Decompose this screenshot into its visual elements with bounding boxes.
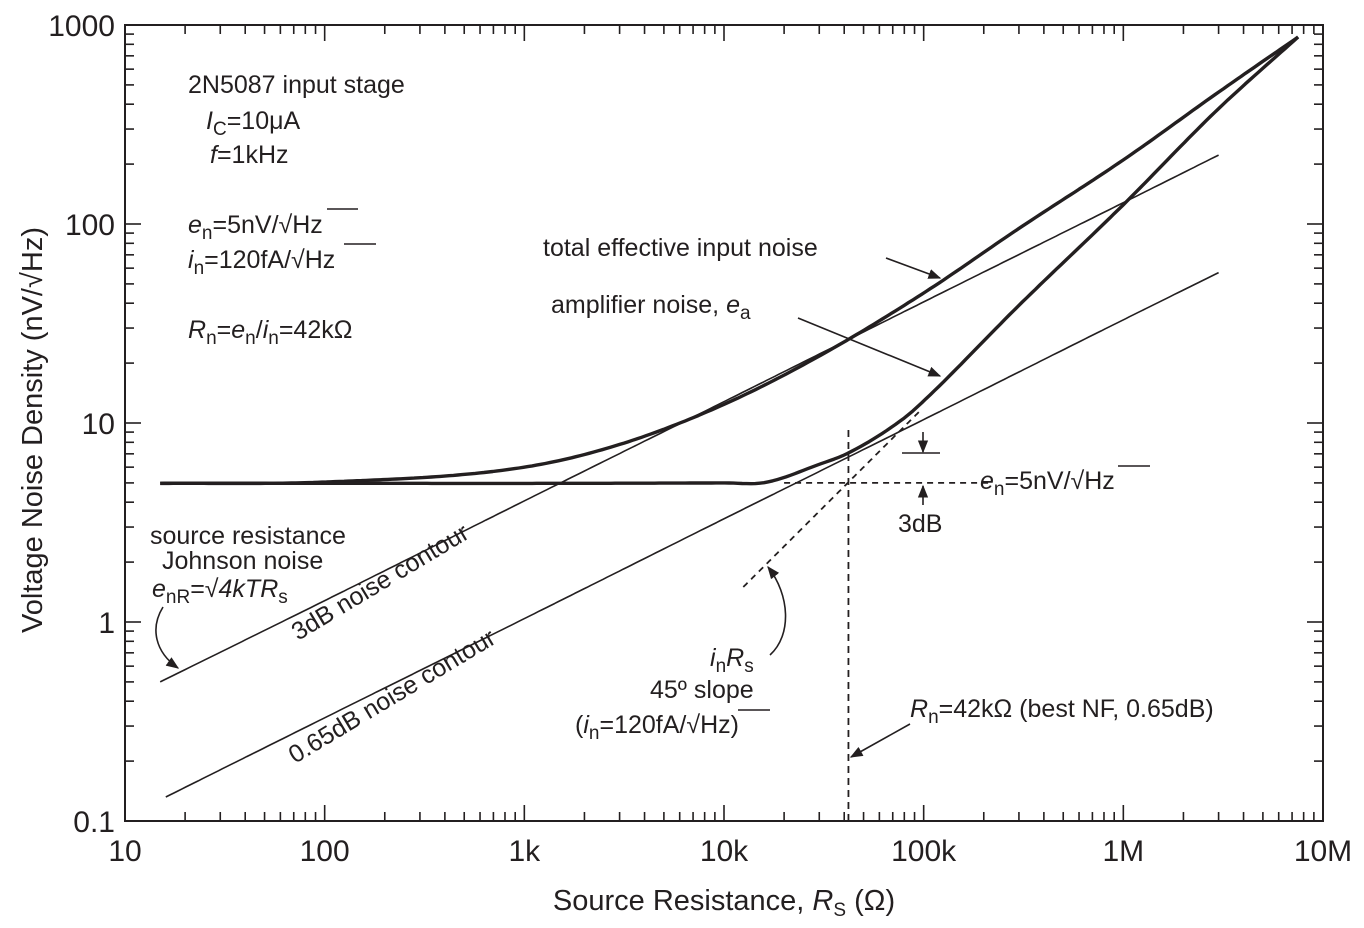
y-tick-label: 0.1 [73, 806, 115, 839]
series-group [159, 35, 1300, 821]
arrow-total [885, 257, 942, 279]
series-source-resistance-johnson-noise [159, 154, 1219, 683]
y-tick-label: 1000 [48, 10, 115, 43]
setup-device: 2N5087 input stage [188, 71, 405, 99]
axis-tick-labels: 10 100 1k 10k 100k 1M 10M 0.1 1 10 100 1000 [48, 10, 1352, 868]
rn-note: Rn=en/in=42kΩ [188, 316, 352, 349]
x-tick-label: 10k [700, 835, 749, 868]
johnson-line2: Johnson noise [162, 547, 323, 575]
y-axis-label: Voltage Noise Density (nV/√Hz) [17, 227, 49, 633]
series-total-effective-input-noise [160, 35, 1300, 486]
inrs-line1: inRs [710, 644, 754, 677]
x-tick-label: 10M [1294, 835, 1352, 868]
inrs-line3: (in=120fA/√Hz) [575, 711, 739, 744]
total-noise-label: total effective input noise [543, 234, 818, 262]
arrow-amp [797, 317, 942, 377]
arrow-inrs [767, 565, 787, 656]
x-axis-label: Source Resistance, RS (Ω) [553, 885, 895, 921]
x-tick-label: 100 [300, 835, 350, 868]
db3-label: 3dB [898, 510, 942, 538]
contour-065-label: 0.65dB noise contour [284, 623, 501, 769]
johnson-label: source resistance Johnson noise enR=√4kT… [150, 522, 346, 608]
arrow-rn [849, 723, 911, 758]
rn-marker-label: Rn=42kΩ (best NF, 0.65dB) [910, 695, 1214, 728]
y-tick-label: 1 [98, 607, 115, 640]
johnson-line1: source resistance [150, 522, 346, 550]
johnson-formula: enR=√4kTRs [152, 575, 288, 608]
amp-noise-label: amplifier noise, ea [551, 291, 751, 324]
axis-ticks [125, 25, 1323, 821]
leader-arrows [155, 257, 942, 758]
inrs-label: inRs 45º slope (in=120fA/√Hz) [575, 644, 770, 744]
y-tick-label: 10 [82, 408, 115, 441]
setup-f: f=1kHz [210, 141, 289, 169]
arrow-johnson [155, 606, 180, 669]
inrs-line2: 45º slope [650, 676, 754, 704]
x-tick-label: 1k [508, 835, 541, 868]
setup-text: 2N5087 input stage IC=10μA f=1kHz [188, 71, 405, 169]
y-tick-label: 100 [65, 209, 115, 242]
series-inrs-45-slope [742, 411, 920, 588]
x-tick-label: 1M [1102, 835, 1144, 868]
en-level-label: en=5nV/√Hz [980, 467, 1115, 500]
x-tick-label: 100k [891, 835, 957, 868]
en-note: en=5nV/√Hz [188, 211, 323, 244]
setup-ic: IC=10μA [206, 107, 300, 140]
series-amplifier-noise-ea [160, 35, 1300, 486]
series-0-65db-noise-contour [165, 271, 1219, 798]
x-tick-label: 10 [108, 835, 141, 868]
in-note: in=120fA/√Hz [188, 246, 335, 279]
